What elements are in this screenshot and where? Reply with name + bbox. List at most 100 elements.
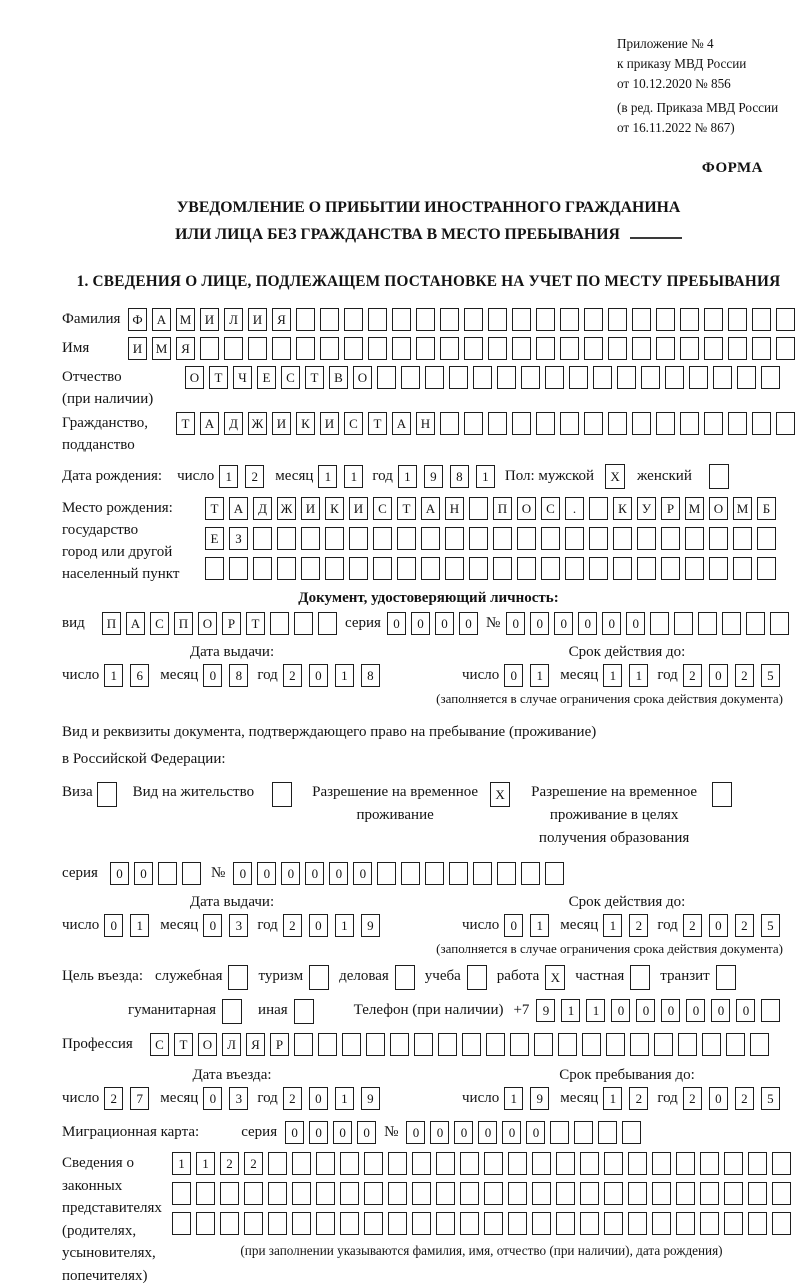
- form-cell[interactable]: [412, 1152, 431, 1176]
- form-cell[interactable]: 1: [172, 1152, 191, 1176]
- form-cell[interactable]: Б: [757, 496, 776, 520]
- form-cell[interactable]: X: [490, 781, 511, 807]
- form-cell[interactable]: 8: [360, 663, 380, 687]
- form-cell[interactable]: 0: [708, 914, 728, 938]
- form-cell[interactable]: М: [176, 307, 195, 331]
- form-cell[interactable]: 1: [196, 1152, 215, 1176]
- form-cell[interactable]: [388, 1182, 407, 1206]
- form-cell[interactable]: 8: [449, 464, 469, 488]
- form-cell[interactable]: Н: [445, 496, 464, 520]
- form-cell[interactable]: [613, 526, 632, 550]
- form-cell[interactable]: А: [229, 496, 248, 520]
- form-cell[interactable]: [270, 611, 289, 635]
- form-cell[interactable]: [497, 365, 516, 389]
- form-cell[interactable]: А: [421, 496, 440, 520]
- form-cell[interactable]: 2: [682, 914, 702, 938]
- form-cell[interactable]: [484, 1152, 503, 1176]
- form-cell[interactable]: 0: [434, 611, 454, 635]
- form-cell[interactable]: [608, 307, 627, 331]
- form-cell[interactable]: [508, 1152, 527, 1176]
- form-cell[interactable]: [460, 1182, 479, 1206]
- form-cell[interactable]: 0: [602, 611, 622, 635]
- form-cell[interactable]: X: [545, 965, 566, 991]
- form-cell[interactable]: [752, 336, 771, 360]
- form-cell[interactable]: [508, 1212, 527, 1236]
- form-cell[interactable]: [709, 526, 728, 550]
- form-cell[interactable]: [746, 611, 766, 635]
- form-cell[interactable]: [229, 556, 248, 580]
- form-cell[interactable]: 0: [578, 611, 598, 635]
- form-cell[interactable]: 0: [305, 862, 325, 886]
- form-cell[interactable]: [377, 365, 396, 389]
- form-cell[interactable]: [654, 1033, 673, 1057]
- form-cell[interactable]: [628, 1182, 647, 1206]
- form-cell[interactable]: [680, 411, 699, 435]
- form-cell[interactable]: 2: [734, 1087, 754, 1111]
- form-cell[interactable]: [377, 862, 397, 886]
- form-cell[interactable]: [416, 307, 435, 331]
- form-cell[interactable]: [488, 307, 507, 331]
- form-cell[interactable]: [309, 965, 330, 991]
- form-cell[interactable]: [220, 1182, 239, 1206]
- form-cell[interactable]: [770, 611, 790, 635]
- form-cell[interactable]: [368, 336, 387, 360]
- form-cell[interactable]: 2: [244, 1152, 263, 1176]
- form-cell[interactable]: [685, 556, 704, 580]
- form-cell[interactable]: [685, 526, 704, 550]
- form-cell[interactable]: [445, 556, 464, 580]
- form-cell[interactable]: 7: [130, 1087, 150, 1111]
- form-cell[interactable]: [508, 1182, 527, 1206]
- form-cell[interactable]: [412, 1212, 431, 1236]
- form-cell[interactable]: [589, 556, 608, 580]
- form-cell[interactable]: К: [296, 411, 315, 435]
- form-cell[interactable]: [656, 411, 675, 435]
- form-cell[interactable]: [676, 1212, 695, 1236]
- form-cell[interactable]: [726, 1033, 745, 1057]
- form-cell[interactable]: С: [150, 1033, 169, 1057]
- form-cell[interactable]: [652, 1212, 671, 1236]
- form-cell[interactable]: [641, 365, 660, 389]
- form-cell[interactable]: [715, 965, 736, 991]
- form-cell[interactable]: [344, 336, 363, 360]
- form-cell[interactable]: 0: [329, 862, 349, 886]
- form-cell[interactable]: [464, 411, 483, 435]
- form-cell[interactable]: [704, 307, 723, 331]
- form-cell[interactable]: А: [200, 411, 219, 435]
- form-cell[interactable]: [512, 307, 531, 331]
- form-cell[interactable]: И: [301, 496, 320, 520]
- form-cell[interactable]: [292, 1152, 311, 1176]
- form-cell[interactable]: Р: [270, 1033, 289, 1057]
- form-cell[interactable]: [724, 1182, 743, 1206]
- form-cell[interactable]: 0: [626, 611, 646, 635]
- form-cell[interactable]: [680, 307, 699, 331]
- form-cell[interactable]: З: [229, 526, 248, 550]
- form-cell[interactable]: 2: [282, 914, 302, 938]
- form-cell[interactable]: [200, 336, 219, 360]
- form-cell[interactable]: 0: [410, 611, 430, 635]
- form-cell[interactable]: Ч: [233, 365, 252, 389]
- form-cell[interactable]: 1: [344, 464, 364, 488]
- form-cell[interactable]: С: [150, 611, 169, 635]
- form-cell[interactable]: [724, 1212, 743, 1236]
- form-cell[interactable]: [558, 1033, 577, 1057]
- form-cell[interactable]: [565, 556, 584, 580]
- form-cell[interactable]: 0: [478, 1121, 498, 1145]
- form-cell[interactable]: Т: [368, 411, 387, 435]
- form-cell[interactable]: [606, 1033, 625, 1057]
- form-cell[interactable]: [512, 336, 531, 360]
- form-cell[interactable]: [617, 365, 636, 389]
- form-cell[interactable]: Я: [272, 307, 291, 331]
- form-cell[interactable]: [466, 965, 487, 991]
- form-cell[interactable]: [196, 1182, 215, 1206]
- form-cell[interactable]: О: [353, 365, 372, 389]
- form-cell[interactable]: Ж: [277, 496, 296, 520]
- form-cell[interactable]: [604, 1152, 623, 1176]
- form-cell[interactable]: 1: [475, 464, 495, 488]
- form-cell[interactable]: [584, 307, 603, 331]
- form-cell[interactable]: [349, 556, 368, 580]
- form-cell[interactable]: [580, 1212, 599, 1236]
- form-cell[interactable]: [674, 611, 694, 635]
- form-cell[interactable]: [268, 1182, 287, 1206]
- form-cell[interactable]: [473, 862, 493, 886]
- form-cell[interactable]: Л: [224, 307, 243, 331]
